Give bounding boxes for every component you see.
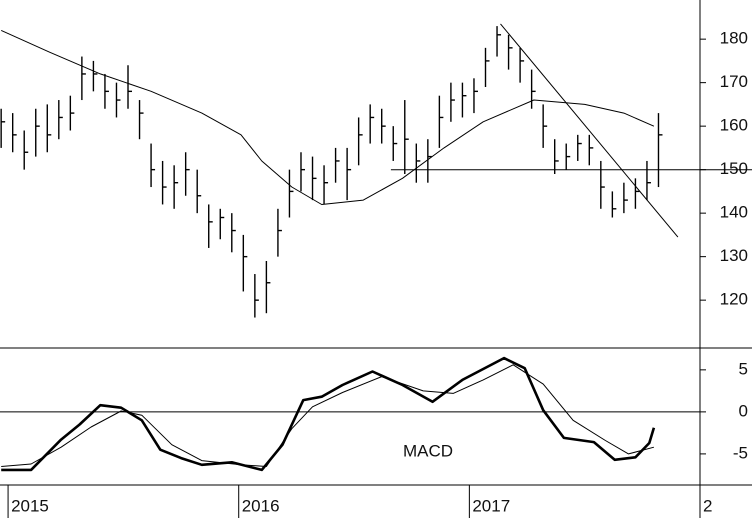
- macd-line: [1, 356, 656, 472]
- x-tick-label: 2015: [11, 496, 49, 515]
- y-tick-label: 140: [720, 203, 748, 222]
- macd-line: [1, 364, 655, 467]
- x-tick-label: 2016: [242, 496, 280, 515]
- y-tick-label: -5: [733, 443, 748, 462]
- x-tick-label: 2: [703, 496, 712, 515]
- y-tick-label: 5: [739, 359, 748, 378]
- y-tick-label: 160: [720, 116, 748, 135]
- y-tick-label: 150: [720, 159, 748, 178]
- y-tick-label: 130: [720, 246, 748, 265]
- y-tick-label: 170: [720, 72, 748, 91]
- x-tick-label: 2017: [472, 496, 510, 515]
- trendline: [500, 23, 679, 238]
- moving-average: [0, 29, 655, 205]
- y-tick-label: 120: [720, 290, 748, 309]
- y-tick-label: 180: [720, 29, 748, 48]
- y-tick-label: 0: [739, 401, 748, 420]
- annotation: MACD: [403, 441, 453, 460]
